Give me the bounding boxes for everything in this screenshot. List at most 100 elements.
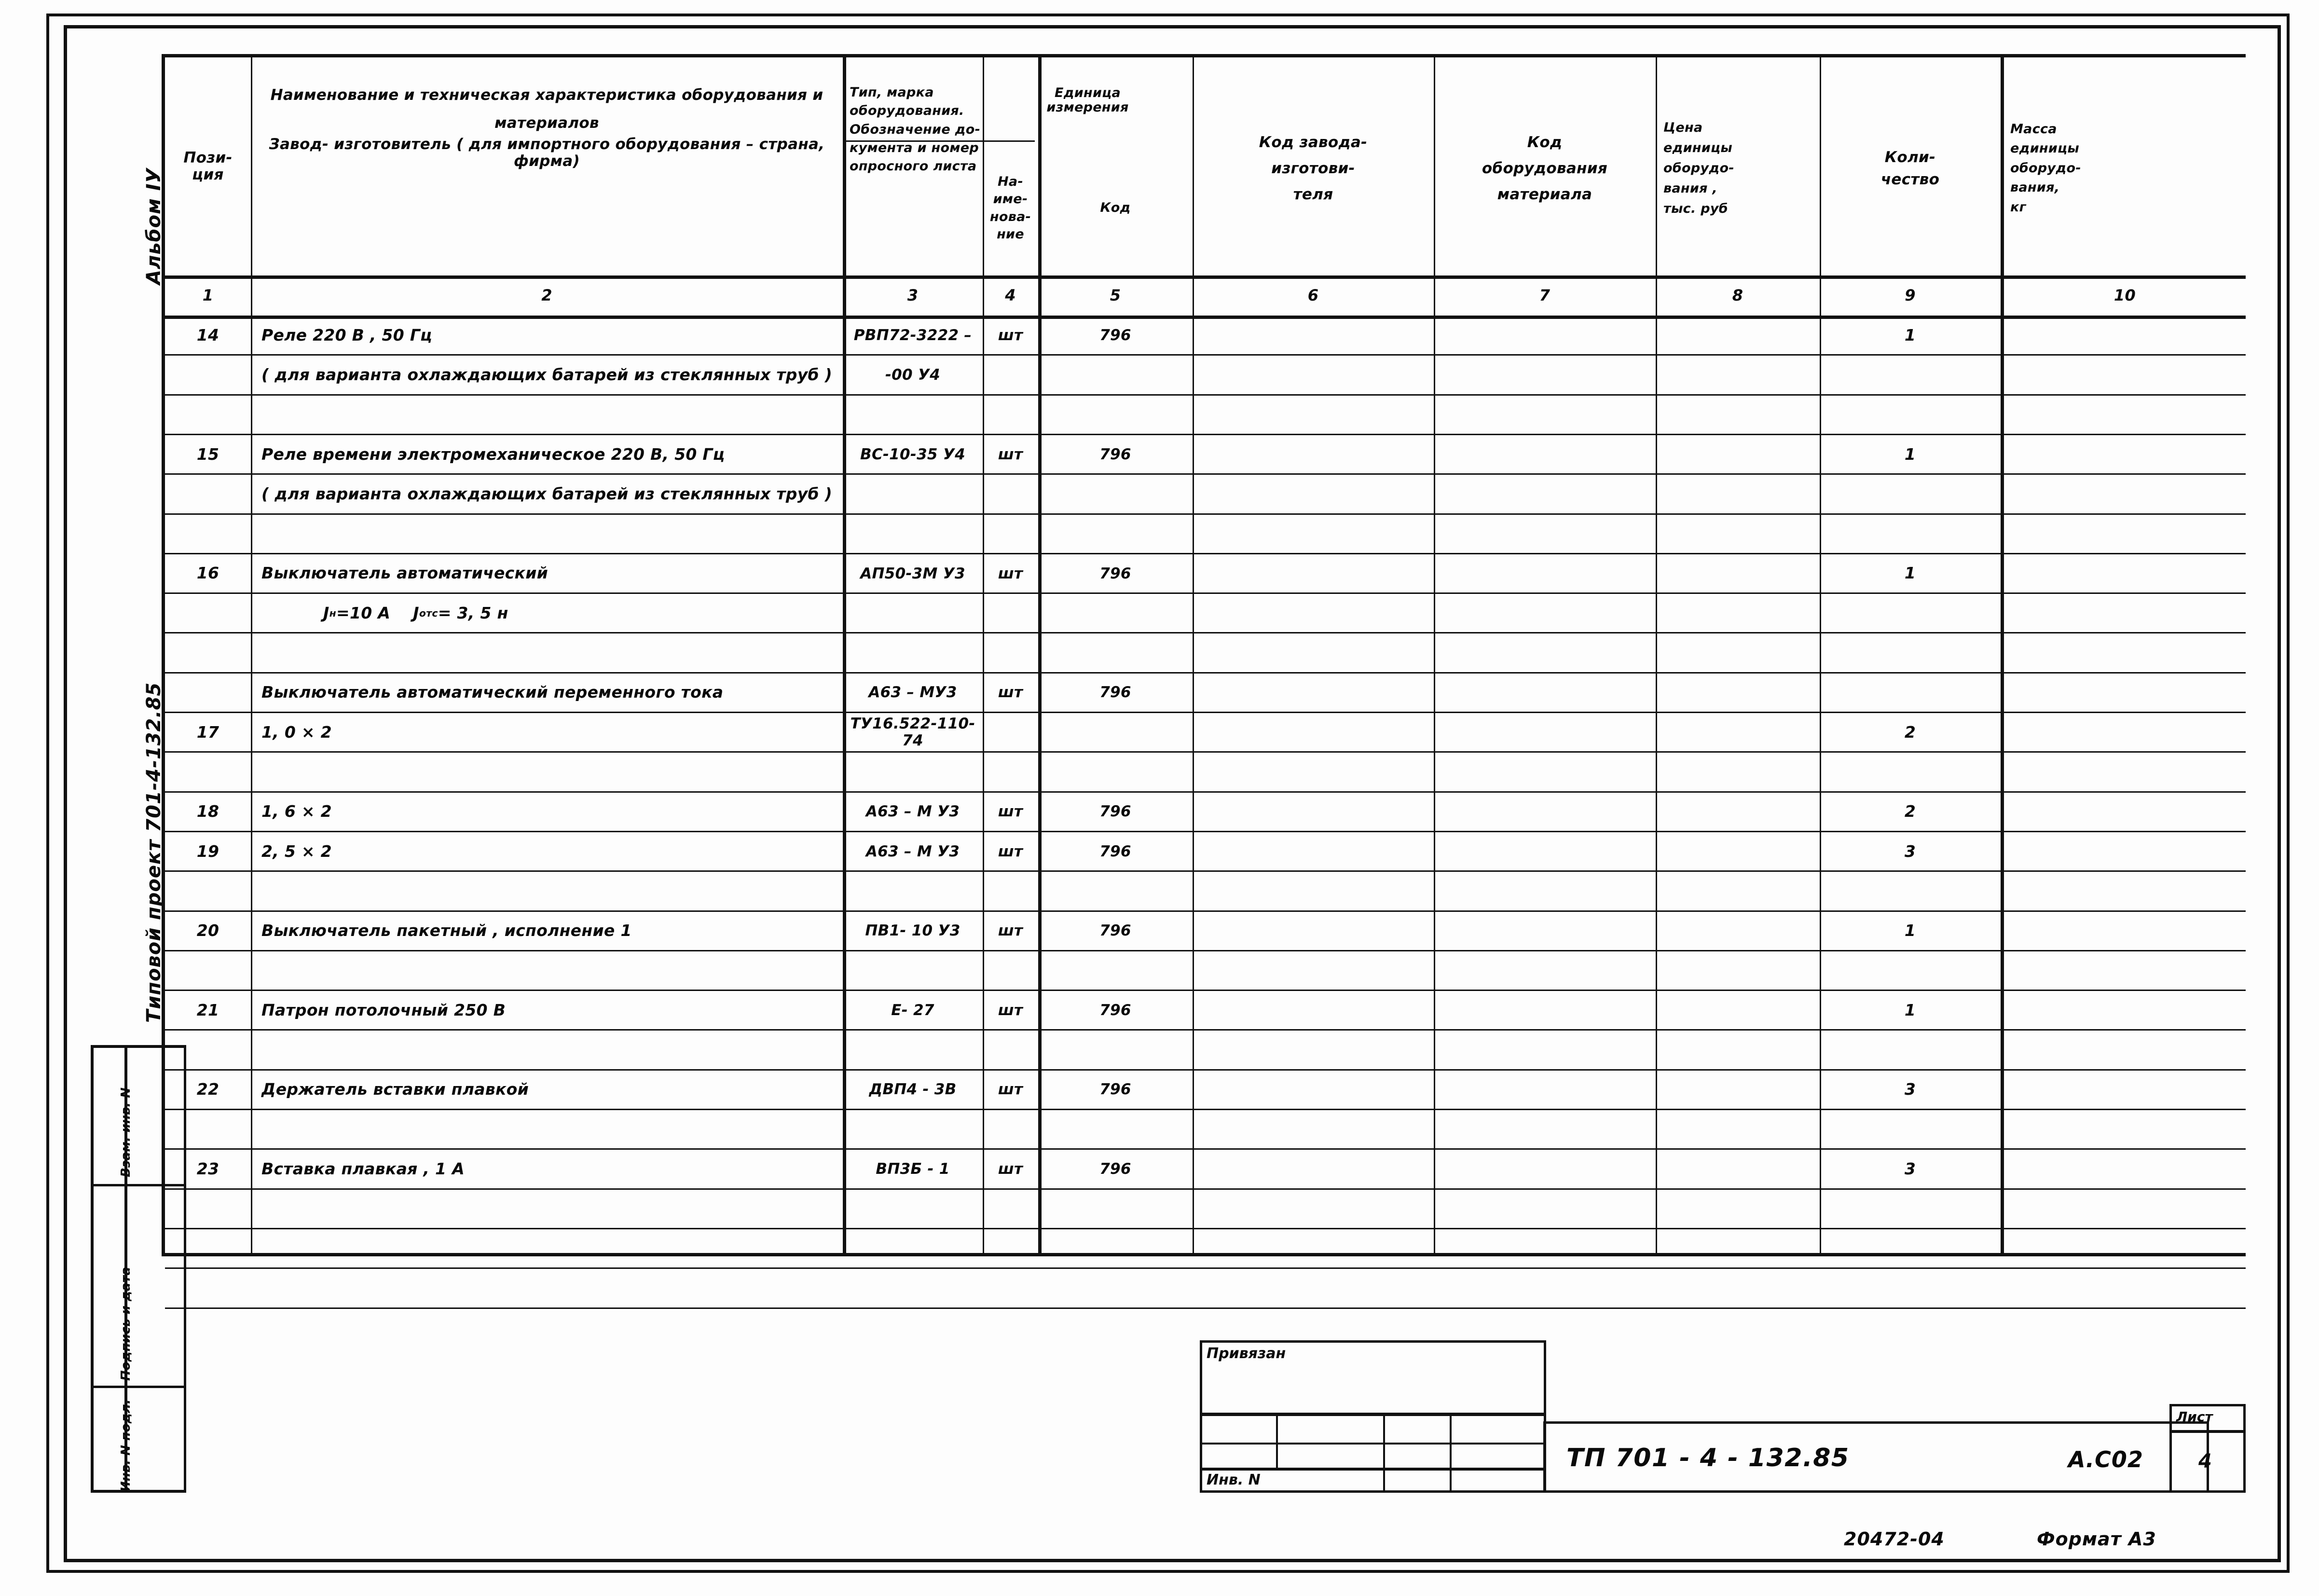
header-factory-code: Код завода- изготови- теля: [1259, 133, 1368, 204]
header-quantity: Коли- чество: [1880, 148, 1940, 189]
row-divider: [165, 394, 2246, 396]
tb-hline-3: [1200, 1468, 1546, 1471]
cell-unit: шт: [998, 842, 1023, 860]
cell-name: ( для варианта охлаждающих батарей из ст…: [261, 365, 833, 384]
row-divider: [165, 592, 2246, 594]
row-divider: [165, 1307, 2246, 1309]
row-divider: [165, 672, 2246, 674]
header-position: Пози- ция: [183, 149, 233, 183]
cell-position: 15: [196, 444, 220, 464]
cell-position: 14: [196, 325, 220, 344]
equipment-specification-table: Пози- ция Наименование и техническая хар…: [162, 54, 2246, 1309]
cell-quantity: 3: [1904, 841, 1916, 861]
row-divider: [165, 632, 2246, 634]
cell-name: Выключатель пакетный , исполнение 1: [261, 921, 632, 940]
cell-type-mark: А63 – МУ3: [868, 684, 957, 702]
cell-type-mark: ДВП4 - 3В: [869, 1081, 957, 1099]
colnum-9: 9: [1905, 286, 1916, 304]
colnum-6: 6: [1307, 286, 1319, 304]
cell-type-mark: А63 – М У3: [865, 842, 960, 860]
row-divider: [165, 1227, 2246, 1229]
cell-quantity: 3: [1904, 1080, 1916, 1099]
cell-unit: шт: [998, 1001, 1023, 1019]
tb-vline-3: [1450, 1413, 1452, 1493]
cell-unit: шт: [998, 1160, 1023, 1178]
cell-position: 22: [196, 1080, 220, 1099]
tb-hline-1: [1200, 1413, 1546, 1416]
mark-text: А.С02: [2068, 1446, 2143, 1472]
sheet-code-note: 20472-04: [1844, 1528, 1945, 1550]
outer-border: [46, 14, 2290, 1573]
row-divider: [165, 433, 2246, 435]
row-divider: [165, 1029, 2246, 1031]
cell-unit-code: 796: [1099, 684, 1131, 702]
sheet-number: 4: [2198, 1450, 2212, 1472]
cell-unit-code: 796: [1099, 803, 1131, 821]
sheet-box-divider: [2169, 1430, 2246, 1433]
cell-type-mark: ВС-10-35 У4: [860, 445, 965, 463]
header-unit-name: На- име- нова- ние: [989, 174, 1031, 242]
row-divider: [165, 552, 2246, 554]
cell-unit: шт: [998, 564, 1023, 582]
tb-vline-2: [1383, 1413, 1385, 1493]
row-divider: [165, 473, 2246, 475]
header-unit-group: Единица измерения: [1046, 85, 1129, 115]
cell-unit: шт: [998, 1081, 1023, 1099]
cell-type-mark: ПВ1- 10 У3: [865, 922, 961, 940]
cell-type-mark: ВП3Б - 1: [876, 1160, 950, 1178]
inner-border: [64, 25, 2281, 1562]
colnum-7: 7: [1539, 286, 1551, 304]
cell-name: Выключатель автоматический переменного т…: [261, 683, 724, 702]
cell-name: 1, 6 × 2: [261, 802, 332, 821]
row-divider: [165, 354, 2246, 356]
colnum-1: 1: [202, 286, 214, 304]
cell-unit-code: 796: [1099, 1081, 1131, 1099]
row-divider: [165, 791, 2246, 793]
row-divider: [165, 870, 2246, 872]
cell-name: Реле 220 В , 50 Гц: [261, 325, 432, 344]
sheet-label: Лист: [2176, 1409, 2213, 1425]
cell-name: 1, 0 × 2: [261, 722, 332, 742]
row-divider: [165, 910, 2246, 912]
cell-quantity: 2: [1904, 722, 1916, 742]
cell-quantity: 1: [1904, 444, 1916, 464]
tb-hline-2: [1200, 1443, 1546, 1445]
header-mass: Масса единицы оборудо- вания, кг: [2010, 121, 2081, 215]
cell-type-mark: Е- 27: [891, 1001, 934, 1019]
privyazan-label: Привязан: [1207, 1345, 1286, 1362]
cell-name: ( для варианта охлаждающих батарей из ст…: [261, 484, 833, 503]
cell-unit-code: 796: [1099, 445, 1131, 463]
row-divider: [165, 1109, 2246, 1110]
row-divider: [165, 1148, 2246, 1150]
tb-vline-1: [1276, 1413, 1278, 1471]
cell-unit: шт: [998, 803, 1023, 821]
inv-n-label: Инв. N: [1207, 1472, 1261, 1488]
colnum-5: 5: [1110, 286, 1121, 304]
colnum-4: 4: [1005, 286, 1016, 304]
cell-quantity: 1: [1904, 564, 1916, 583]
cell-position: 17: [196, 722, 220, 742]
header-name-line2: материалов: [494, 114, 599, 132]
row-divider: [165, 949, 2246, 951]
row-divider: [165, 1069, 2246, 1071]
cell-unit-code: 796: [1099, 326, 1131, 344]
cell-unit: шт: [998, 922, 1023, 940]
header-type-mark: Тип, марка оборудования. Обозначение до-…: [850, 85, 981, 174]
cell-unit-code: 796: [1099, 1001, 1131, 1019]
title-block: Привязан Инв. N ТП 701 - 4 - 132.85 А.С0…: [1200, 1332, 2246, 1493]
cell-type-mark: А63 – М У3: [865, 803, 960, 821]
cell-position: 19: [196, 841, 220, 861]
cell-type-mark: РВП72-3222 –: [853, 326, 972, 344]
header-equipment-code: Код оборудования материала: [1482, 133, 1608, 204]
cell-unit: шт: [998, 684, 1023, 702]
cell-name: Вставка плавкая , 1 А: [261, 1159, 465, 1178]
cell-quantity: 2: [1904, 802, 1916, 821]
header-name-line3: Завод- изготовитель ( для импортного обо…: [269, 136, 825, 170]
header-unit-code: Код: [1100, 200, 1131, 216]
cell-unit-code: 796: [1099, 922, 1131, 940]
row-divider: [165, 830, 2246, 832]
cell-position: 20: [196, 921, 220, 940]
colnum-3: 3: [907, 286, 919, 304]
row-divider: [165, 1188, 2246, 1190]
